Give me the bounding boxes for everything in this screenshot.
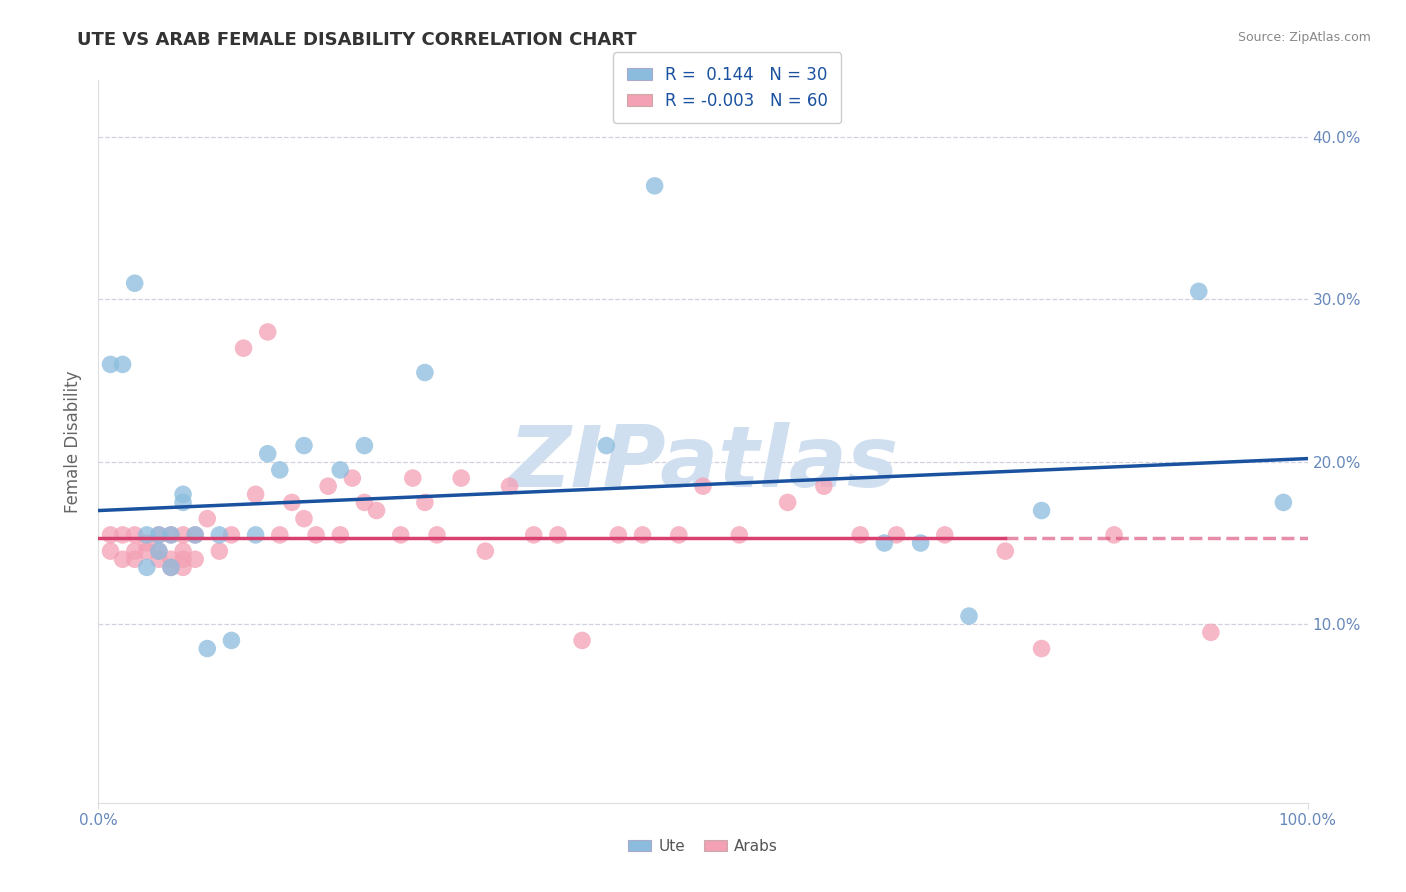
Point	[316, 479, 339, 493]
Point	[886, 528, 908, 542]
Point	[172, 544, 194, 558]
Point	[1102, 528, 1125, 542]
Point	[135, 544, 157, 558]
Point	[571, 633, 593, 648]
Point	[100, 528, 122, 542]
Point	[111, 552, 134, 566]
Point	[135, 528, 157, 542]
Point	[1031, 641, 1053, 656]
Point	[232, 341, 254, 355]
Point	[124, 277, 146, 291]
Point	[728, 528, 751, 542]
Text: UTE VS ARAB FEMALE DISABILITY CORRELATION CHART: UTE VS ARAB FEMALE DISABILITY CORRELATIO…	[77, 31, 637, 49]
Point	[498, 479, 520, 493]
Point	[160, 560, 183, 574]
Point	[353, 439, 375, 453]
Point	[595, 439, 617, 453]
Point	[631, 528, 654, 542]
Point	[281, 495, 304, 509]
Point	[329, 463, 352, 477]
Point	[269, 463, 291, 477]
Point	[256, 447, 278, 461]
Point	[426, 528, 449, 542]
Point	[342, 471, 364, 485]
Point	[366, 503, 388, 517]
Point	[195, 511, 218, 525]
Point	[256, 325, 278, 339]
Point	[160, 552, 183, 566]
Point	[934, 528, 956, 542]
Point	[135, 560, 157, 574]
Point	[994, 544, 1017, 558]
Point	[1188, 285, 1211, 299]
Point	[389, 528, 412, 542]
Point	[184, 528, 207, 542]
Point	[208, 544, 231, 558]
Point	[100, 358, 122, 372]
Point	[245, 528, 267, 542]
Point	[208, 528, 231, 542]
Point	[910, 536, 932, 550]
Point	[607, 528, 630, 542]
Point	[111, 528, 134, 542]
Point	[245, 487, 267, 501]
Point	[450, 471, 472, 485]
Y-axis label: Female Disability: Female Disability	[65, 370, 83, 513]
Point	[474, 544, 496, 558]
Point	[172, 495, 194, 509]
Point	[402, 471, 425, 485]
Text: Source: ZipAtlas.com: Source: ZipAtlas.com	[1237, 31, 1371, 45]
Point	[413, 366, 436, 380]
Point	[1272, 495, 1295, 509]
Point	[124, 552, 146, 566]
Point	[547, 528, 569, 542]
Point	[873, 536, 896, 550]
Point	[172, 528, 194, 542]
Point	[221, 633, 243, 648]
Point	[353, 495, 375, 509]
Point	[148, 544, 170, 558]
Point	[124, 544, 146, 558]
Point	[172, 487, 194, 501]
Point	[148, 552, 170, 566]
Point	[413, 495, 436, 509]
Point	[172, 552, 194, 566]
Point	[292, 439, 315, 453]
Point	[160, 528, 183, 542]
Point	[668, 528, 690, 542]
Point	[292, 511, 315, 525]
Point	[329, 528, 352, 542]
Point	[160, 560, 183, 574]
Point	[957, 609, 980, 624]
Point	[644, 178, 666, 193]
Point	[849, 528, 872, 542]
Point	[148, 528, 170, 542]
Text: ZIPatlas: ZIPatlas	[508, 422, 898, 505]
Point	[813, 479, 835, 493]
Point	[160, 528, 183, 542]
Legend: Ute, Arabs: Ute, Arabs	[621, 833, 785, 860]
Point	[184, 528, 207, 542]
Point	[148, 528, 170, 542]
Point	[100, 544, 122, 558]
Point	[148, 544, 170, 558]
Point	[124, 528, 146, 542]
Point	[111, 358, 134, 372]
Point	[523, 528, 546, 542]
Point	[776, 495, 799, 509]
Point	[135, 536, 157, 550]
Point	[305, 528, 328, 542]
Point	[195, 641, 218, 656]
Point	[269, 528, 291, 542]
Point	[221, 528, 243, 542]
Point	[1199, 625, 1222, 640]
Point	[184, 552, 207, 566]
Point	[692, 479, 714, 493]
Point	[172, 560, 194, 574]
Point	[1031, 503, 1053, 517]
